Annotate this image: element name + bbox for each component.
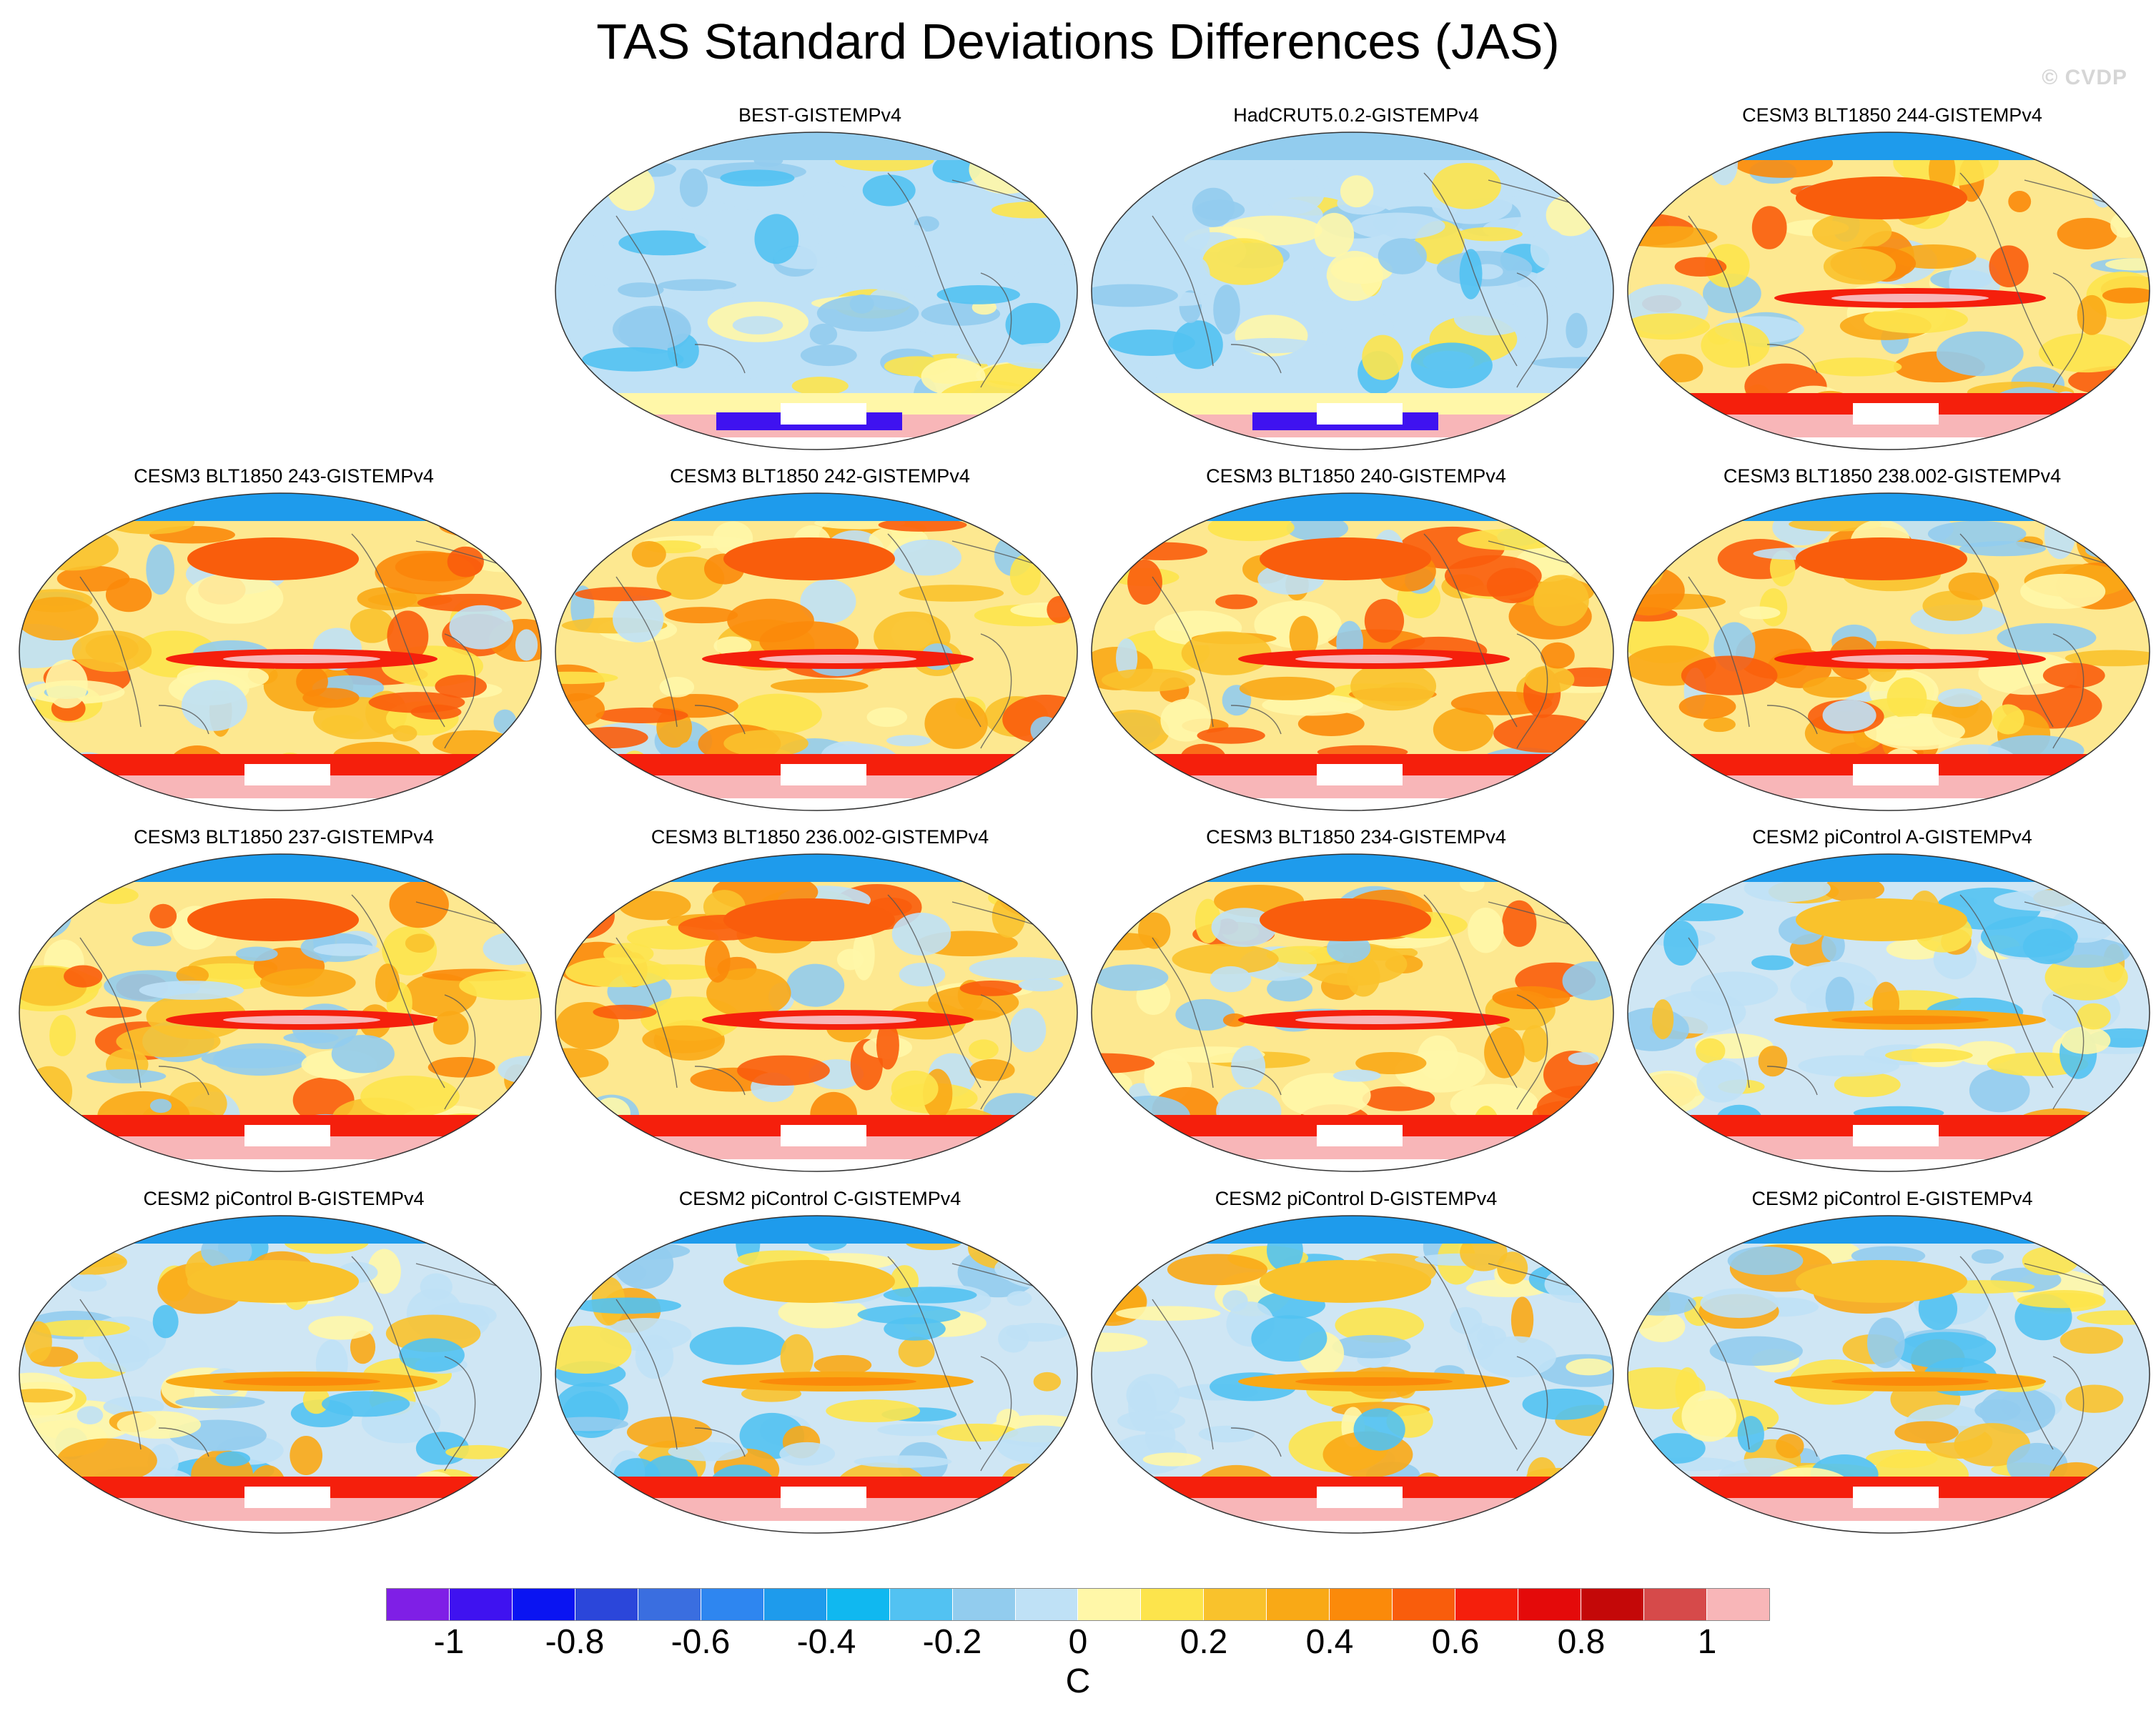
panel-title: HadCRUT5.0.2-GISTEMPv4 xyxy=(1233,104,1479,126)
colorbar-box xyxy=(1455,1589,1519,1620)
colorbar-units: C xyxy=(1065,1662,1091,1700)
colorbar-box xyxy=(701,1589,764,1620)
robinson-map xyxy=(1627,132,2150,450)
colorbar-box xyxy=(1707,1589,1769,1620)
watermark: © CVDP xyxy=(2042,66,2127,89)
colorbar-box xyxy=(1267,1589,1330,1620)
panel-title: CESM2 piControl D-GISTEMPv4 xyxy=(1215,1188,1498,1209)
robinson-map xyxy=(1091,132,1614,450)
colorbar xyxy=(386,1588,1770,1621)
colorbar-tick-label: 0.4 xyxy=(1305,1623,1354,1661)
panel-title: BEST-GISTEMPv4 xyxy=(738,104,902,126)
colorbar-box xyxy=(1644,1589,1708,1620)
colorbar-box xyxy=(889,1589,953,1620)
robinson-map xyxy=(555,132,1078,450)
map-panel: CESM3 BLT1850 234-GISTEMPv4 xyxy=(1088,826,1624,1184)
colorbar-tick-label: 0.8 xyxy=(1557,1623,1606,1661)
colorbar-tick-label: 0 xyxy=(1068,1623,1088,1661)
panel-title: CESM3 BLT1850 242-GISTEMPv4 xyxy=(670,465,970,487)
colorbar-box xyxy=(1078,1589,1142,1620)
robinson-map xyxy=(555,853,1078,1172)
colorbar-box xyxy=(512,1589,575,1620)
colorbar-tick-label: -0.6 xyxy=(671,1623,731,1661)
panel-title: CESM3 BLT1850 236.002-GISTEMPv4 xyxy=(651,826,989,848)
robinson-map xyxy=(1091,492,1614,811)
robinson-map xyxy=(1627,492,2150,811)
map-panel: HadCRUT5.0.2-GISTEMPv4 xyxy=(1088,104,1624,462)
colorbar-tick-label: 0.6 xyxy=(1431,1623,1480,1661)
colorbar-box xyxy=(763,1589,827,1620)
robinson-map xyxy=(19,492,542,811)
colorbar-box xyxy=(1393,1589,1456,1620)
colorbar-box xyxy=(826,1589,890,1620)
robinson-map xyxy=(1627,853,2150,1172)
robinson-map xyxy=(555,1215,1078,1534)
panel-title: CESM2 piControl B-GISTEMPv4 xyxy=(143,1188,425,1209)
colorbar-box xyxy=(575,1589,638,1620)
panel-title: CESM3 BLT1850 234-GISTEMPv4 xyxy=(1206,826,1506,848)
map-panel: CESM3 BLT1850 238.002-GISTEMPv4 xyxy=(1624,465,2156,823)
panel-title: CESM2 piControl E-GISTEMPv4 xyxy=(1751,1188,2033,1209)
panel-title: CESM3 BLT1850 240-GISTEMPv4 xyxy=(1206,465,1506,487)
map-panel: CESM3 BLT1850 244-GISTEMPv4 xyxy=(1624,104,2156,462)
colorbar-box xyxy=(1518,1589,1582,1620)
colorbar-box xyxy=(952,1589,1016,1620)
map-panel: BEST-GISTEMPv4 xyxy=(552,104,1088,462)
colorbar-box xyxy=(449,1589,513,1620)
panel-title: CESM3 BLT1850 238.002-GISTEMPv4 xyxy=(1723,465,2062,487)
panel-title: CESM2 piControl A-GISTEMPv4 xyxy=(1752,826,2032,848)
panel-title: CESM3 BLT1850 243-GISTEMPv4 xyxy=(134,465,434,487)
colorbar-tick-label: -0.4 xyxy=(796,1623,856,1661)
robinson-map xyxy=(19,1215,542,1534)
colorbar-tick-label: -0.8 xyxy=(545,1623,605,1661)
map-panel: CESM2 piControl C-GISTEMPv4 xyxy=(552,1188,1088,1545)
map-panel: CESM2 piControl B-GISTEMPv4 xyxy=(16,1188,552,1545)
map-panel: CESM3 BLT1850 242-GISTEMPv4 xyxy=(552,465,1088,823)
colorbar-box xyxy=(1015,1589,1079,1620)
page-title: TAS Standard Deviations Differences (JAS… xyxy=(596,14,1560,69)
robinson-map xyxy=(1091,853,1614,1172)
panel-title: CESM3 BLT1850 237-GISTEMPv4 xyxy=(134,826,434,848)
robinson-map xyxy=(1091,1215,1614,1534)
map-panel: CESM2 piControl E-GISTEMPv4 xyxy=(1624,1188,2156,1545)
map-panel: CESM3 BLT1850 236.002-GISTEMPv4 xyxy=(552,826,1088,1184)
colorbar-box xyxy=(1330,1589,1393,1620)
colorbar-tick-label: -1 xyxy=(433,1623,465,1661)
colorbar-box xyxy=(638,1589,701,1620)
colorbar-tick-label: -0.2 xyxy=(922,1623,982,1661)
robinson-map xyxy=(555,492,1078,811)
robinson-map xyxy=(19,853,542,1172)
colorbar-tick-label: 1 xyxy=(1697,1623,1717,1661)
robinson-map xyxy=(1627,1215,2150,1534)
colorbar-box xyxy=(387,1589,450,1620)
map-panel: CESM3 BLT1850 237-GISTEMPv4 xyxy=(16,826,552,1184)
colorbar-tick-label: 0.2 xyxy=(1180,1623,1228,1661)
colorbar-box xyxy=(1204,1589,1267,1620)
panel-title: CESM3 BLT1850 244-GISTEMPv4 xyxy=(1742,104,2042,126)
colorbar-box xyxy=(1141,1589,1205,1620)
map-panel: CESM3 BLT1850 240-GISTEMPv4 xyxy=(1088,465,1624,823)
map-panel: CESM2 piControl A-GISTEMPv4 xyxy=(1624,826,2156,1184)
map-panel: CESM2 piControl D-GISTEMPv4 xyxy=(1088,1188,1624,1545)
panel-title: CESM2 piControl C-GISTEMPv4 xyxy=(678,1188,961,1209)
colorbar-box xyxy=(1581,1589,1645,1620)
map-panel: CESM3 BLT1850 243-GISTEMPv4 xyxy=(16,465,552,823)
